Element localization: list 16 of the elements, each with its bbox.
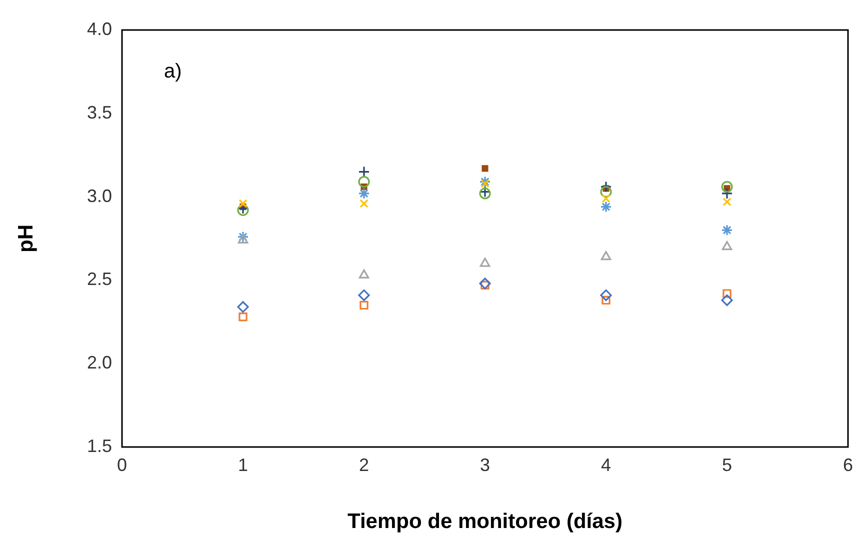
y-tick-label: 2.0 xyxy=(86,352,112,373)
x-tick-label: 6 xyxy=(842,454,854,475)
x-tick-label: 0 xyxy=(116,454,128,475)
x-tick-label: 4 xyxy=(600,454,612,475)
x-tick-label: 2 xyxy=(358,454,370,475)
y-axis-title: pH xyxy=(14,224,38,252)
y-tick-label: 3.5 xyxy=(86,102,112,122)
y-tick-label: 1.5 xyxy=(86,436,112,456)
x-tick-label: 3 xyxy=(480,454,490,475)
x-axis-title: Tiempo de monitoreo (días) xyxy=(348,510,622,534)
annotation: a) xyxy=(164,60,182,83)
x-tick-label: 5 xyxy=(722,454,732,475)
y-tick-label: 3.0 xyxy=(86,186,112,206)
y-tick-label: 2.5 xyxy=(86,269,112,290)
x-tick-label: 1 xyxy=(238,454,248,475)
y-tick-label: 4.0 xyxy=(86,18,112,39)
